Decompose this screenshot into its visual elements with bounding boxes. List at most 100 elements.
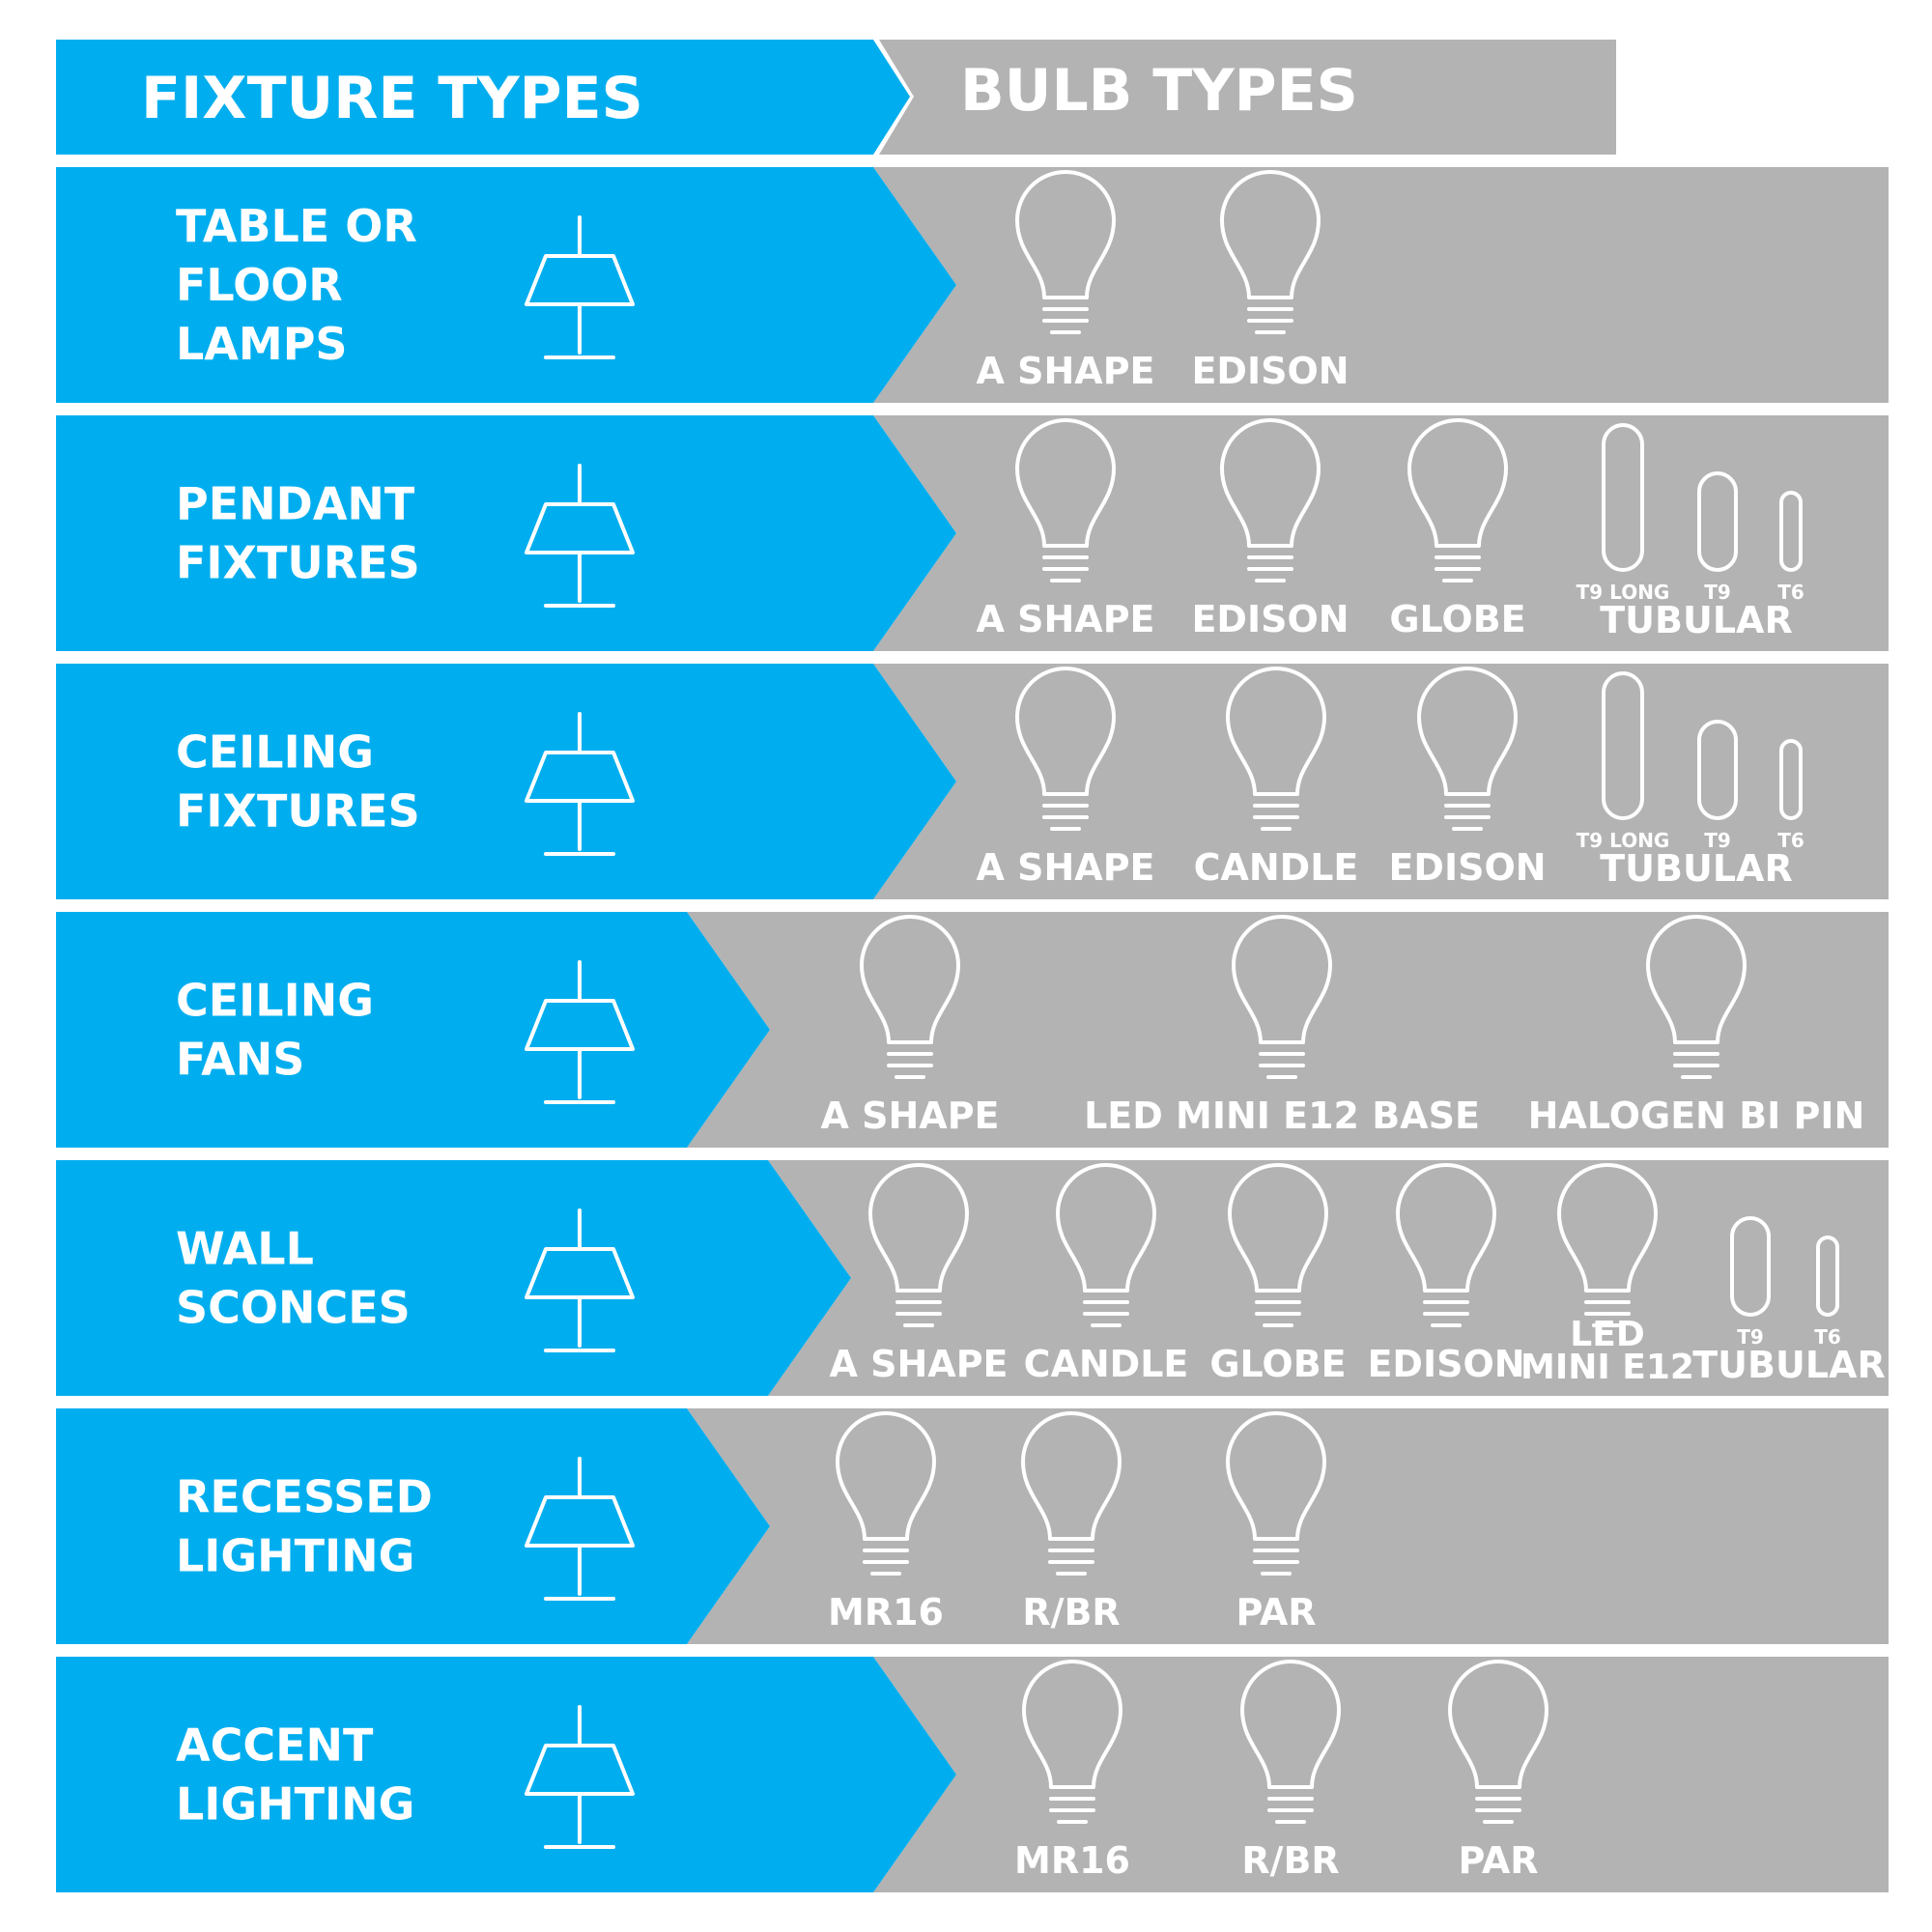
fixture-icon [525, 215, 635, 359]
bulb-label: GLOBE [1389, 598, 1525, 640]
bulb-icon [1056, 1163, 1156, 1327]
row: CEILING FANS A SHAPE LED MINI E12 BASE HALOG… [56, 912, 1889, 1148]
bulb-label: A SHAPE [829, 1343, 1008, 1385]
row-blue-arrow [56, 664, 956, 899]
fixture-label: LAMPS [176, 318, 348, 370]
bulb-icon [1232, 915, 1332, 1079]
bulb-icon [836, 1411, 936, 1576]
tube-icon [1816, 1236, 1839, 1317]
bulb-icon [1220, 418, 1321, 582]
fixture-label: LIGHTING [176, 1530, 414, 1582]
bulb-header-bg [879, 40, 1616, 155]
tube-size-label: T6 [1777, 581, 1804, 604]
tube-size-label: T9 LONG [1577, 829, 1670, 852]
tube-size-label: T9 LONG [1577, 581, 1670, 604]
bulb-icon [1015, 170, 1116, 334]
bulb-label: MINI E12 [1520, 1348, 1694, 1387]
bulb-label: PAR [1458, 1839, 1538, 1882]
fixture-icon [525, 1208, 635, 1352]
fixture-label: SCONCES [176, 1282, 411, 1334]
tube-size-label: T9 [1737, 1325, 1764, 1349]
tube-icon [1697, 720, 1738, 820]
row-blue-arrow [56, 415, 956, 651]
bulb-icon [1396, 1163, 1496, 1327]
fixture-label: FIXTURES [176, 537, 420, 589]
bulb-label: EDISON [1191, 598, 1349, 640]
bulb-label: PAR [1236, 1591, 1316, 1634]
bulb-icon [1220, 170, 1321, 334]
bulb-icon [1021, 1411, 1122, 1576]
fixture-label: TABLE OR [176, 200, 417, 252]
bulb-label: TUBULAR [1600, 599, 1792, 641]
row-gray-bg [687, 1408, 1889, 1644]
tube-icon [1730, 1216, 1771, 1317]
fixture-label: CEILING [176, 975, 374, 1027]
tube-size-label: T6 [1814, 1325, 1841, 1349]
fixture-label: FANS [176, 1034, 304, 1086]
bulb-icon [1228, 1163, 1328, 1327]
row-blue-arrow [56, 1657, 956, 1892]
fixture-label: LIGHTING [176, 1778, 414, 1831]
bulb-icon [868, 1163, 969, 1327]
bulb-label: LED [1570, 1315, 1644, 1354]
tube-icon [1779, 739, 1803, 820]
fixture-header-bg [56, 40, 910, 155]
bulb-label: LED MINI E12 BASE [1084, 1094, 1480, 1137]
bulb-icon [1417, 667, 1518, 831]
bulb-icon [1226, 667, 1326, 831]
bulb-label: EDISON [1367, 1343, 1524, 1385]
row-gray-bg [873, 415, 1889, 651]
row-gray-bg [873, 664, 1889, 899]
tube-size-label: T9 [1704, 829, 1731, 852]
row-blue-arrow [56, 912, 770, 1148]
tube-size-label: T9 [1704, 581, 1731, 604]
bulb-label: CANDLE [1194, 846, 1359, 889]
bulb-header: BULB TYPES [960, 57, 1358, 125]
bulb-label: A SHAPE [976, 846, 1154, 889]
tube-icon [1602, 423, 1644, 572]
bulb-label: CANDLE [1024, 1343, 1189, 1385]
row-blue-arrow [56, 1160, 851, 1396]
row-gray-bg [687, 912, 1889, 1148]
row-gray-bg [873, 167, 1889, 403]
bulb-label: A SHAPE [976, 598, 1154, 640]
fixture-icon [525, 960, 635, 1104]
fixture-label: CEILING [176, 726, 374, 779]
fixture-icon [525, 1457, 635, 1601]
bulb-label: EDISON [1191, 350, 1349, 392]
bulb-icon [1015, 667, 1116, 831]
bulb-icon [1646, 915, 1747, 1079]
row: TABLE OR FLOOR LAMPS A SHAPE EDISON [56, 167, 1889, 403]
bulb-label: R/BR [1022, 1591, 1120, 1634]
bulb-label: TUBULAR [1692, 1344, 1885, 1386]
fixture-label: FLOOR [176, 259, 343, 311]
bulb-label: TUBULAR [1600, 847, 1792, 890]
bulb-icon [1240, 1660, 1341, 1824]
row: PENDANT FIXTURES A SHAPE EDISON GLOBE T9 LONG… [56, 415, 1889, 651]
bulb-icon [1557, 1163, 1658, 1327]
bulb-icon [860, 915, 960, 1079]
bulb-icon [1448, 1660, 1548, 1824]
bulb-label: MR16 [828, 1591, 944, 1634]
fixture-label: PENDANT [176, 478, 415, 530]
fixture-icon [525, 1705, 635, 1849]
fixture-label: RECESSED [176, 1471, 433, 1523]
bulb-label: A SHAPE [820, 1094, 999, 1137]
row: RECESSED LIGHTING MR16 R/BR PAR [56, 1408, 1889, 1644]
row: ACCENT LIGHTING MR16 R/BR PAR [56, 1657, 1889, 1892]
fixture-header: FIXTURE TYPES [141, 65, 643, 132]
row: CEILING FIXTURES A SHAPE CANDLE EDISON T9 LON… [56, 664, 1889, 899]
bulb-icon [1407, 418, 1508, 582]
bulb-icon [1015, 418, 1116, 582]
row: WALL SCONCES A SHAPE CANDLE GLOBE EDISON LEDMI… [56, 1160, 1889, 1396]
fixture-label: FIXTURES [176, 785, 420, 838]
tube-size-label: T6 [1777, 829, 1804, 852]
row-gray-bg [873, 1657, 1889, 1892]
fixture-icon [525, 464, 635, 608]
fixture-label: ACCENT [176, 1719, 374, 1772]
fixture-label: WALL [176, 1223, 314, 1275]
bulb-label: A SHAPE [976, 350, 1154, 392]
bulb-icon [1022, 1660, 1122, 1824]
tube-icon [1779, 491, 1803, 572]
row-blue-arrow [56, 167, 956, 403]
